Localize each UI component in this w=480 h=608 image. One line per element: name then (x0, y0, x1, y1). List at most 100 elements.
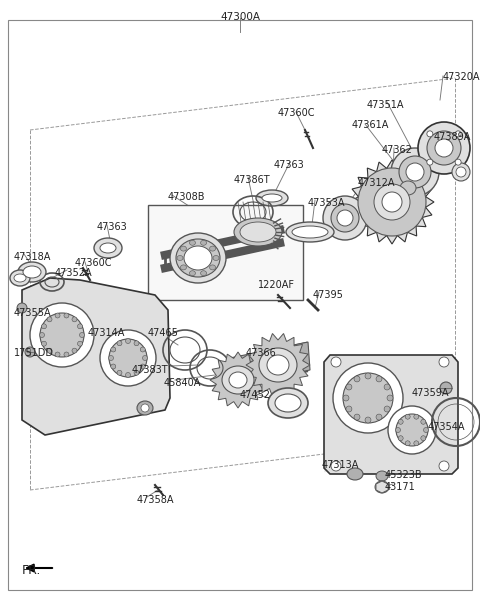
Polygon shape (324, 355, 458, 474)
Ellipse shape (111, 347, 116, 352)
Text: 47318A: 47318A (14, 252, 51, 262)
Ellipse shape (234, 218, 282, 246)
Ellipse shape (256, 190, 288, 206)
Ellipse shape (421, 436, 426, 441)
Ellipse shape (354, 414, 360, 420)
Ellipse shape (64, 352, 69, 357)
Text: 47312A: 47312A (358, 178, 396, 188)
Ellipse shape (384, 384, 390, 390)
Text: 47352A: 47352A (55, 268, 93, 278)
Ellipse shape (347, 468, 363, 480)
Text: 47363: 47363 (97, 222, 128, 232)
Ellipse shape (343, 395, 349, 401)
Ellipse shape (10, 270, 30, 286)
Ellipse shape (47, 317, 52, 322)
Ellipse shape (427, 159, 433, 165)
Ellipse shape (184, 246, 212, 270)
Ellipse shape (259, 348, 297, 382)
Ellipse shape (358, 168, 426, 236)
Ellipse shape (41, 324, 47, 329)
Ellipse shape (47, 348, 52, 353)
Ellipse shape (176, 239, 220, 277)
Ellipse shape (323, 196, 367, 240)
Ellipse shape (40, 313, 84, 357)
Ellipse shape (180, 246, 186, 251)
Ellipse shape (427, 131, 433, 137)
Ellipse shape (210, 265, 216, 270)
Ellipse shape (125, 339, 131, 344)
Ellipse shape (134, 340, 139, 346)
Ellipse shape (405, 441, 410, 446)
Ellipse shape (418, 122, 470, 174)
Ellipse shape (414, 414, 419, 419)
Ellipse shape (143, 356, 147, 361)
Ellipse shape (229, 372, 247, 388)
Text: 47308B: 47308B (168, 192, 205, 202)
Ellipse shape (41, 341, 47, 346)
Text: 47362: 47362 (382, 145, 413, 155)
Ellipse shape (394, 176, 422, 200)
Ellipse shape (427, 131, 461, 165)
Ellipse shape (440, 382, 452, 394)
Ellipse shape (286, 222, 334, 242)
Ellipse shape (452, 163, 470, 181)
Text: 47351A: 47351A (367, 100, 405, 110)
Ellipse shape (190, 271, 195, 275)
Ellipse shape (275, 394, 301, 412)
Ellipse shape (337, 210, 353, 226)
Polygon shape (376, 481, 388, 493)
Text: 47354A: 47354A (428, 422, 466, 432)
Ellipse shape (343, 373, 393, 423)
Ellipse shape (400, 181, 416, 195)
Text: 47383T: 47383T (132, 365, 168, 375)
Ellipse shape (77, 324, 83, 329)
Text: 45323B: 45323B (385, 470, 422, 480)
Ellipse shape (331, 461, 341, 471)
Text: 47313A: 47313A (322, 460, 360, 470)
Text: 1220AF: 1220AF (258, 280, 295, 290)
Ellipse shape (190, 240, 195, 245)
Ellipse shape (240, 222, 276, 242)
Ellipse shape (423, 427, 429, 432)
Ellipse shape (435, 139, 453, 157)
Text: 47389A: 47389A (434, 132, 471, 142)
Ellipse shape (388, 406, 436, 454)
Text: 47386T: 47386T (234, 175, 271, 185)
Ellipse shape (17, 303, 27, 313)
Ellipse shape (365, 417, 371, 423)
Text: 47358A: 47358A (137, 495, 175, 505)
Text: 47320A: 47320A (443, 72, 480, 82)
Ellipse shape (39, 333, 45, 337)
Text: 45840A: 45840A (164, 378, 202, 388)
Ellipse shape (376, 414, 382, 420)
Ellipse shape (331, 204, 359, 232)
Text: 47314A: 47314A (88, 328, 125, 338)
Ellipse shape (398, 420, 403, 424)
Ellipse shape (365, 373, 371, 379)
Ellipse shape (64, 313, 69, 318)
Ellipse shape (109, 339, 147, 377)
Ellipse shape (25, 347, 35, 357)
Ellipse shape (346, 384, 352, 390)
Ellipse shape (141, 404, 149, 412)
Text: 43171: 43171 (385, 482, 416, 492)
Ellipse shape (210, 246, 216, 251)
Ellipse shape (23, 266, 41, 278)
Ellipse shape (331, 357, 341, 367)
Text: 47395: 47395 (313, 290, 344, 300)
Polygon shape (22, 278, 170, 435)
Ellipse shape (455, 131, 461, 137)
Ellipse shape (72, 348, 77, 353)
Ellipse shape (398, 436, 403, 441)
Ellipse shape (201, 240, 206, 245)
Text: 47355A: 47355A (14, 308, 52, 318)
Ellipse shape (333, 363, 403, 433)
Ellipse shape (376, 471, 388, 481)
Ellipse shape (111, 364, 116, 369)
Ellipse shape (177, 255, 183, 260)
Ellipse shape (346, 406, 352, 412)
Text: 47363: 47363 (274, 160, 305, 170)
Ellipse shape (213, 255, 219, 260)
Ellipse shape (267, 355, 289, 375)
Polygon shape (246, 333, 310, 396)
